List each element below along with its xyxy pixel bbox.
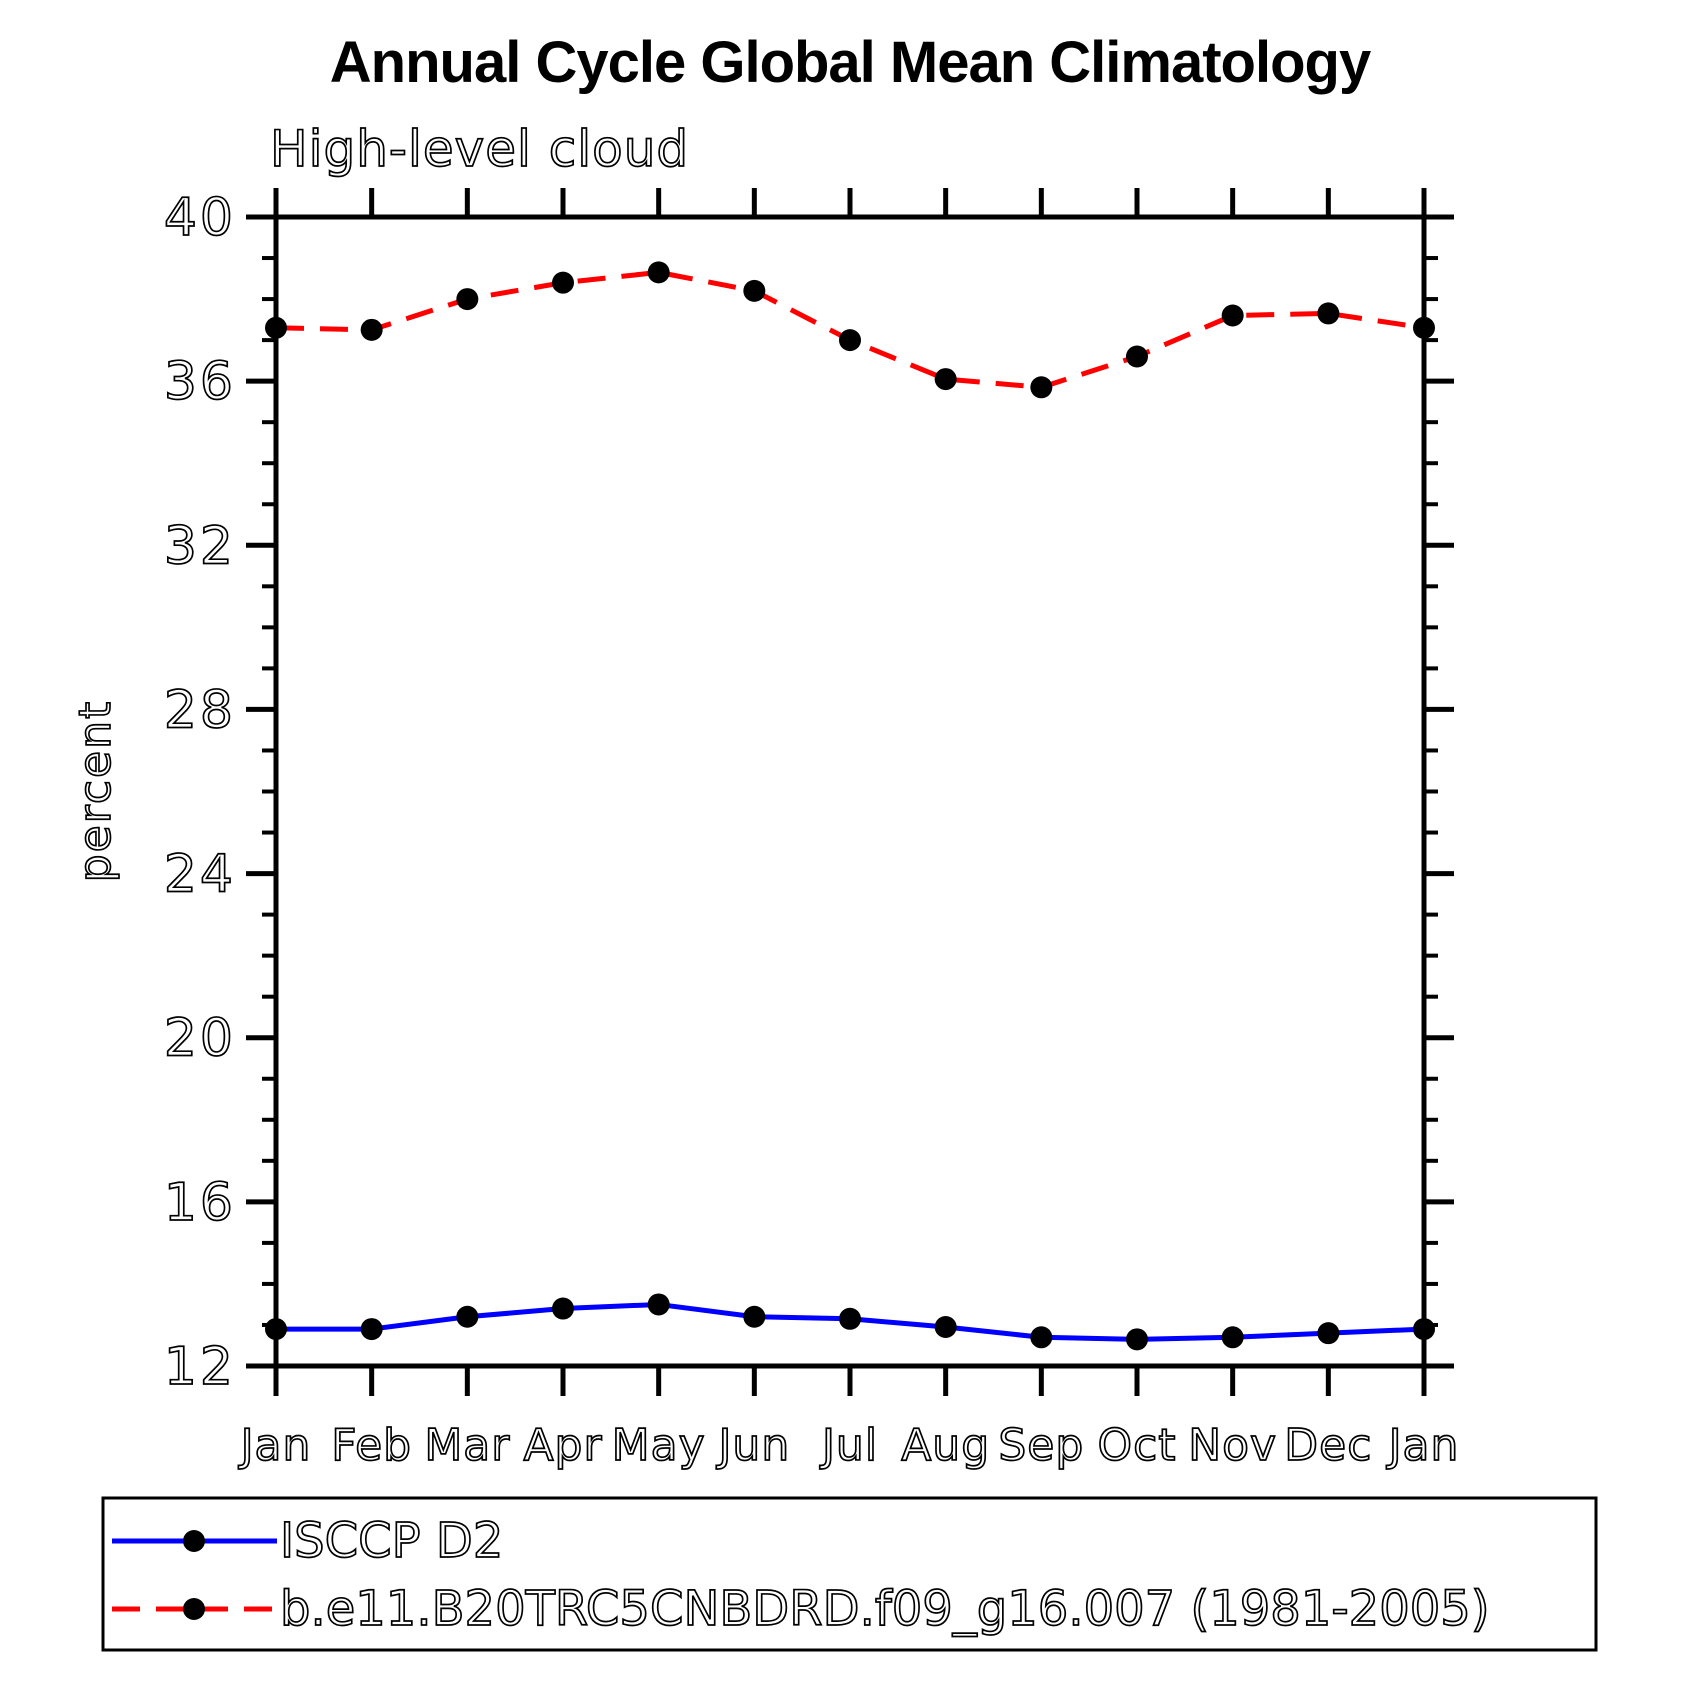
y-tick-label-32: 32: [164, 516, 236, 576]
series-model-marker-8: [1030, 376, 1053, 399]
series-model-marker-6: [839, 329, 861, 352]
x-tick-label-9: Oct: [1097, 1420, 1176, 1471]
x-tick-label-12: Jan: [1386, 1420, 1460, 1471]
legend-swatch-marker-1: [183, 1598, 205, 1620]
x-tick-label-8: Sep: [998, 1420, 1084, 1471]
series-model-marker-12: [1413, 316, 1435, 339]
series-isccp-marker-4: [647, 1293, 670, 1316]
series-model-marker-2: [456, 288, 479, 311]
series-model-marker-0: [265, 316, 287, 339]
y-axis-label: percent: [70, 700, 121, 883]
x-tick-label-5: Jun: [715, 1420, 790, 1471]
series-isccp-marker-9: [1126, 1328, 1148, 1351]
plot-frame: [273, 214, 1427, 1369]
series-model: [265, 261, 1435, 399]
series-model-marker-7: [934, 368, 957, 391]
y-tick-label-28: 28: [164, 680, 236, 740]
x-tick-label-2: Mar: [424, 1420, 510, 1471]
y-tick-label-40: 40: [164, 188, 236, 248]
x-tick-label-7: Aug: [901, 1420, 990, 1471]
series-isccp-marker-8: [1030, 1326, 1053, 1349]
y-axis: 12 16 20 24 28 32 36 40: [163, 187, 1454, 1398]
legend-label-0: ISCCP D2: [280, 1513, 503, 1569]
series-isccp-marker-7: [934, 1316, 957, 1339]
series-isccp-marker-10: [1221, 1326, 1244, 1349]
chart-subtitle: High-level cloud: [270, 120, 689, 178]
series-isccp: [265, 1293, 1435, 1351]
legend-box: [101, 1496, 1598, 1652]
x-axis: Jan Feb Mar Apr May Jun Jul Aug Sep Oct Nov Dec Jan: [237, 188, 1460, 1472]
series-isccp-marker-12: [1413, 1318, 1435, 1341]
x-tick-label-3: Apr: [523, 1420, 602, 1471]
series-model-marker-5: [743, 279, 766, 302]
series-model-marker-3: [552, 271, 574, 294]
x-tick-label-11: Dec: [1284, 1420, 1372, 1471]
series-model-marker-4: [647, 261, 670, 284]
series-isccp-marker-5: [743, 1305, 766, 1328]
series-isccp-marker-2: [456, 1305, 479, 1328]
series-isccp-marker-1: [360, 1318, 383, 1341]
x-tick-label-4: May: [612, 1420, 706, 1471]
y-tick-label-16: 16: [164, 1173, 236, 1233]
series-model-marker-1: [360, 318, 383, 341]
y-tick-label-12: 12: [164, 1337, 236, 1397]
series-isccp-marker-6: [839, 1307, 861, 1330]
x-tick-label-0: Jan: [238, 1420, 312, 1471]
series-model-marker-11: [1317, 302, 1340, 325]
series-model-marker-10: [1221, 304, 1244, 327]
x-tick-label-1: Feb: [331, 1420, 412, 1471]
series-isccp-marker-0: [265, 1318, 287, 1341]
series-isccp-marker-3: [552, 1297, 574, 1320]
legend-label-1: b.e11.B20TRC5CNBDRD.f09_g16.007 (1981-20…: [280, 1581, 1490, 1637]
series-model-marker-9: [1126, 345, 1148, 368]
y-tick-label-24: 24: [164, 845, 236, 905]
legend-swatch-marker-0: [183, 1530, 205, 1552]
y-tick-label-20: 20: [164, 1009, 236, 1069]
series-isccp-marker-11: [1317, 1322, 1340, 1345]
x-tick-label-6: Jul: [819, 1420, 878, 1471]
y-tick-label-36: 36: [164, 352, 236, 412]
chart-title: Annual Cycle Global Mean Climatology: [330, 30, 1371, 95]
legend: ISCCP D2 b.e11.B20TRC5CNBDRD.f09_g16.007 …: [101, 1496, 1598, 1652]
x-tick-label-10: Nov: [1188, 1420, 1277, 1471]
